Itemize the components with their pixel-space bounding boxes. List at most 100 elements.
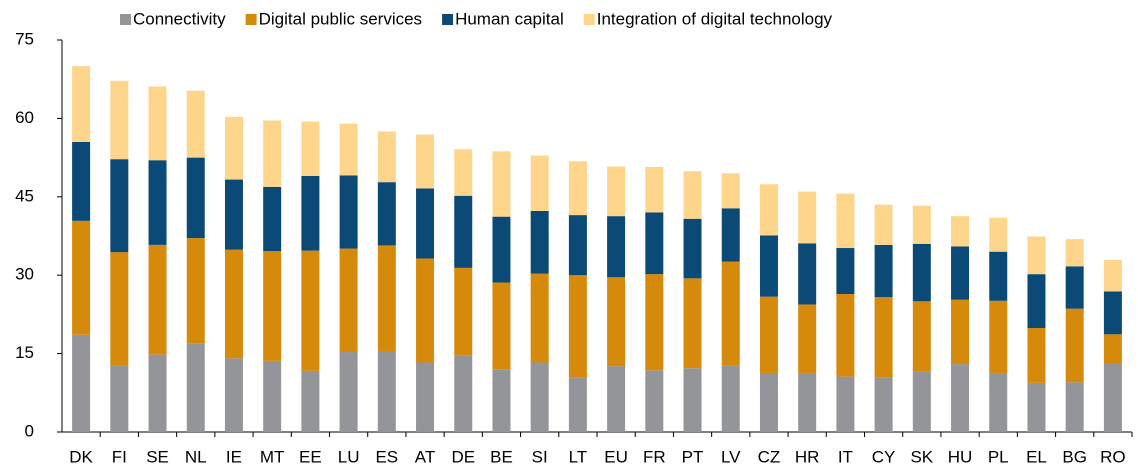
bar-segment — [416, 258, 435, 363]
x-tick-label: CZ — [758, 447, 781, 466]
legend-label: Connectivity — [133, 9, 226, 28]
x-tick-label: DE — [451, 447, 475, 466]
x-tick-label: BE — [490, 447, 513, 466]
y-tick-label: 30 — [15, 265, 34, 284]
bar-segment — [530, 155, 549, 211]
bar-segment — [607, 166, 626, 217]
bar-segment — [377, 350, 396, 432]
bar-segment — [721, 208, 740, 262]
legend-swatch — [583, 14, 595, 25]
legend-swatch — [442, 14, 454, 25]
x-tick-label: FR — [643, 447, 666, 466]
bar-segment — [1027, 274, 1046, 328]
bar-segment — [989, 217, 1008, 252]
bar-segment — [72, 66, 91, 142]
bar-segment — [874, 204, 893, 245]
bar-segment — [110, 252, 129, 366]
bar-segment — [377, 131, 396, 183]
bar-segment — [874, 244, 893, 298]
bar-segment — [798, 191, 817, 244]
bar-segment — [263, 360, 282, 432]
x-tick-label: AT — [415, 447, 435, 466]
bar-segment — [1027, 236, 1046, 275]
bar-segment — [798, 243, 817, 305]
y-tick-label: 0 — [25, 421, 34, 440]
bar-segment — [874, 377, 893, 432]
bar-segment — [1027, 382, 1046, 432]
x-tick-label: SE — [146, 447, 169, 466]
bar-segment — [683, 171, 702, 219]
x-tick-label: LU — [338, 447, 360, 466]
x-tick-label: EE — [299, 447, 322, 466]
bar-segment — [912, 243, 931, 302]
bar-segment — [1027, 327, 1046, 383]
bar-segment — [72, 334, 91, 432]
legend-swatch — [245, 14, 257, 25]
bar-segment — [110, 80, 129, 160]
y-tick-label: 60 — [15, 108, 34, 127]
bar-segment — [951, 216, 970, 247]
bar-segment — [721, 173, 740, 209]
bar-segment — [492, 151, 511, 217]
bar-segment — [186, 343, 205, 432]
x-tick-label: MT — [260, 447, 285, 466]
bar-segment — [454, 149, 473, 196]
bar-segment — [377, 245, 396, 351]
bar-segment — [224, 116, 243, 180]
bar-segment — [836, 294, 855, 377]
bar-segment — [492, 369, 511, 432]
bar-segment — [148, 86, 167, 161]
bar-segment — [301, 250, 320, 371]
x-tick-label: DK — [69, 447, 93, 466]
bar-segment — [1065, 239, 1084, 267]
x-tick-label: PL — [988, 447, 1009, 466]
bar-segment — [1065, 382, 1084, 432]
x-tick-label: HU — [948, 447, 973, 466]
bar-segment — [72, 141, 91, 221]
x-tick-label: HR — [795, 447, 820, 466]
bar-segment — [530, 362, 549, 432]
bar-segment — [607, 366, 626, 432]
bar-segment — [836, 376, 855, 432]
bar-segment — [759, 373, 778, 432]
bar-segment — [416, 134, 435, 189]
bar-segment — [110, 159, 129, 253]
bar-segment — [989, 300, 1008, 373]
x-tick-label: IE — [226, 447, 242, 466]
x-tick-label: FI — [112, 447, 127, 466]
bar-segment — [912, 205, 931, 244]
bar-segment — [798, 372, 817, 432]
bar-segment — [301, 370, 320, 432]
bar-segment — [186, 238, 205, 344]
bar-segment — [759, 184, 778, 236]
bar-segment — [377, 182, 396, 246]
bar-segment — [224, 358, 243, 432]
bar-segment — [568, 215, 587, 276]
x-tick-label: SK — [910, 447, 933, 466]
bar-segment — [454, 195, 473, 268]
bar-segment — [989, 251, 1008, 301]
bar-segment — [339, 248, 358, 353]
legend-label: Integration of digital technology — [597, 9, 833, 28]
bar-segment — [683, 218, 702, 279]
bar-segment — [1103, 291, 1122, 335]
bar-segment — [568, 275, 587, 378]
bar-segment — [263, 120, 282, 187]
bar-segment — [530, 273, 549, 363]
bar-segment — [645, 167, 664, 213]
bar-segment — [110, 365, 129, 432]
x-tick-label: EL — [1026, 447, 1047, 466]
bar-segment — [951, 364, 970, 432]
bar-segment — [683, 368, 702, 432]
bar-segment — [148, 160, 167, 245]
bar-segment — [759, 235, 778, 297]
bar-segment — [951, 299, 970, 365]
bar-segment — [645, 370, 664, 432]
bar-segment — [645, 212, 664, 275]
x-tick-label: BG — [1062, 447, 1087, 466]
bar-segment — [492, 216, 511, 283]
bar-segment — [1103, 363, 1122, 432]
bar-segment — [912, 371, 931, 432]
bar-segment — [263, 251, 282, 361]
